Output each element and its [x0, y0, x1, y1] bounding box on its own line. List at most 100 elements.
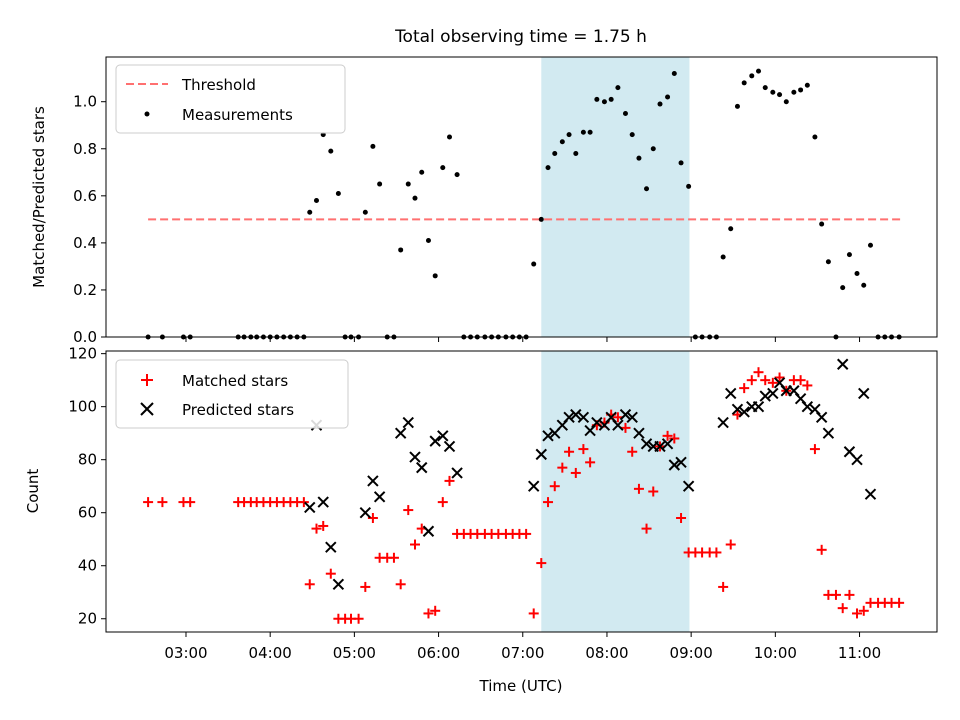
measurement-point: [432, 273, 438, 279]
predicted-star-point: [822, 427, 835, 439]
bottom-y-tick-label: 40: [78, 557, 97, 575]
measurement-point: [594, 96, 600, 102]
measurement-point: [622, 110, 628, 116]
matched-star-point: [585, 457, 596, 468]
measurement-point: [783, 99, 789, 105]
matched-star-point: [746, 375, 757, 386]
measurement-point: [559, 139, 565, 145]
matched-star-point: [852, 608, 863, 619]
top-y-tick-label: 0.6: [73, 187, 97, 205]
bottom-x-tick-label: 11:00: [838, 644, 881, 662]
matched-star-point: [774, 372, 785, 383]
measurement-point: [447, 134, 453, 140]
matched-star-point: [360, 581, 371, 592]
bottom-y-axis-label: Count: [24, 469, 42, 514]
predicted-star-point: [437, 430, 449, 442]
bottom-x-tick-label: 03:00: [164, 644, 207, 662]
predicted-star-point: [725, 387, 737, 400]
predicted-star-point: [675, 456, 687, 469]
matched-star-point: [578, 444, 589, 455]
predicted-star-point: [570, 408, 582, 421]
measurement-point: [412, 195, 418, 201]
matched-star-point: [549, 481, 560, 492]
bottom-y-tick-label: 20: [78, 610, 97, 628]
predicted-star-point: [815, 411, 828, 423]
predicted-star-point: [668, 459, 681, 471]
measurement-point: [749, 73, 755, 79]
matched-star-point: [353, 613, 364, 624]
top-shaded-region: [541, 57, 690, 337]
bottom-x-tick-label: 07:00: [501, 644, 544, 662]
matched-star-point: [311, 523, 322, 534]
predicted-star-point: [325, 541, 337, 553]
matched-star-point: [662, 430, 673, 441]
measurement-point: [741, 80, 747, 86]
predicted-star-point: [304, 501, 316, 514]
measurement-point: [770, 89, 776, 95]
matched-star-point: [423, 608, 434, 619]
matched-star-point: [536, 558, 547, 569]
predicted-star-point: [409, 451, 421, 463]
matched-star-point: [430, 605, 441, 616]
predicted-star-point: [332, 578, 345, 590]
predicted-star-point: [612, 419, 624, 431]
bottom-y-tick-label: 120: [68, 345, 97, 363]
matched-star-point: [753, 367, 764, 378]
matched-star-point: [521, 528, 532, 539]
matched-star-point: [143, 497, 154, 508]
measurement-point: [307, 209, 313, 215]
measurement-point: [454, 172, 460, 178]
legend-predicted-swatch: [140, 402, 154, 416]
matched-star-point: [557, 462, 568, 473]
matched-star-point: [669, 433, 680, 444]
measurement-point: [573, 150, 579, 156]
matched-star-point: [725, 539, 736, 550]
bottom-x-tick-label: 08:00: [585, 644, 628, 662]
matched-star-point: [760, 375, 771, 386]
predicted-star-point: [836, 358, 849, 370]
predicted-star-point: [717, 416, 729, 429]
measurement-point: [636, 155, 642, 161]
matched-star-point: [185, 497, 196, 508]
measurement-point: [335, 190, 341, 196]
top-axes-frame: [105, 56, 938, 338]
bottom-x-tick-label: 09:00: [670, 644, 713, 662]
legend-matched-swatch: [141, 374, 153, 386]
measurement-point: [405, 181, 411, 187]
measurement-point: [804, 82, 810, 88]
measurement-point: [671, 70, 677, 76]
measurement-point: [777, 92, 783, 98]
matched-star-point: [830, 589, 841, 600]
measurement-point: [650, 146, 656, 152]
matched-star-point: [844, 589, 855, 600]
bottom-axes-frame: [105, 350, 938, 633]
matched-star-point: [612, 412, 623, 423]
measurement-point: [686, 183, 692, 189]
bottom-panel: 20 40 60 80 100 120 03:00 04:00 05:00 06:00 07:00…: [24, 345, 938, 695]
predicted-star-point: [577, 411, 590, 423]
measurement-point: [734, 103, 740, 109]
matched-star-point: [676, 513, 687, 524]
measurement-point: [377, 181, 383, 187]
measurement-point: [538, 216, 544, 222]
measurement-point: [867, 242, 873, 248]
predicted-star-point: [640, 438, 653, 450]
matched-star-point: [837, 603, 848, 614]
measurement-point: [644, 186, 650, 192]
measurement-point: [756, 68, 762, 74]
matched-star-point: [711, 547, 722, 558]
legend-measurements-swatch: [144, 111, 150, 117]
legend-measurements-label: Measurements: [182, 106, 293, 124]
matched-stars-series: [143, 367, 905, 624]
matched-star-point: [304, 579, 315, 590]
matched-star-point: [802, 380, 813, 391]
predicted-star-point: [535, 448, 547, 461]
matched-star-point: [767, 377, 778, 388]
predicted-star-point: [367, 475, 379, 487]
measurement-point: [678, 160, 684, 166]
predicted-star-point: [373, 491, 386, 503]
bottom-shaded-region: [541, 351, 690, 632]
matched-star-point: [403, 505, 414, 516]
bottom-legend-box: [115, 359, 349, 429]
top-y-tick-label: 0.4: [73, 234, 97, 252]
